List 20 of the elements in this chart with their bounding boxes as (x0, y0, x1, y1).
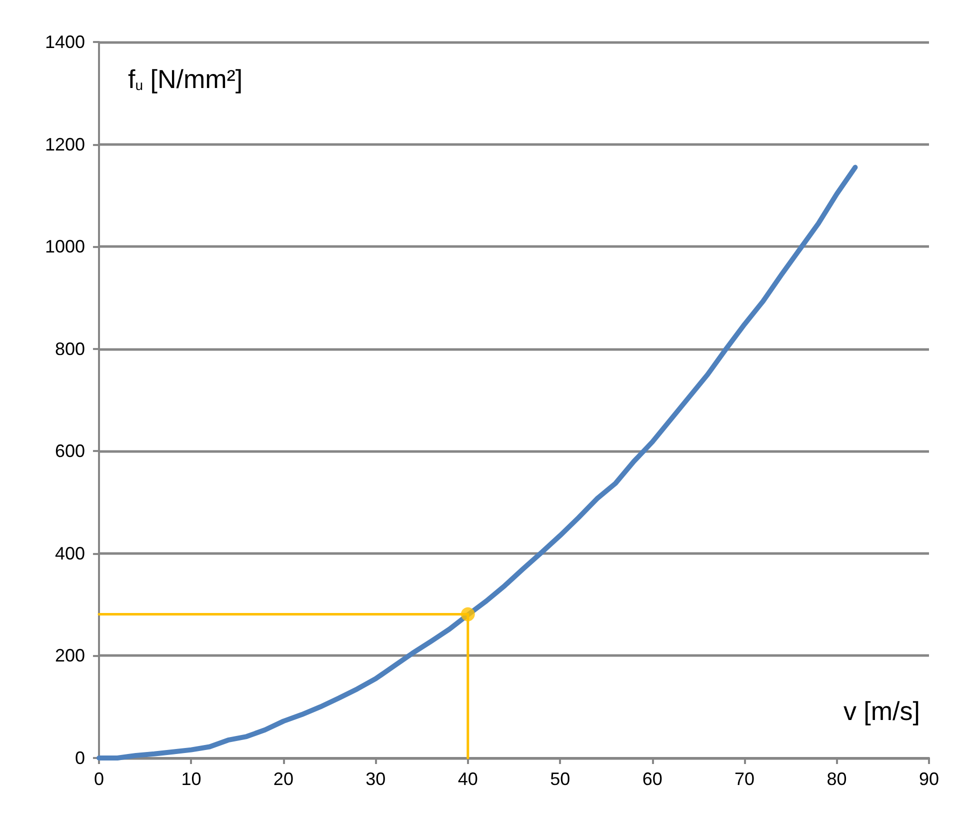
x-tick-label: 70 (734, 769, 755, 789)
x-tick-label: 60 (642, 769, 662, 789)
x-tick-label: 30 (366, 769, 386, 789)
x-tick-label: 50 (550, 769, 570, 789)
y-tick-label: 200 (54, 646, 85, 666)
x-axis-title: v [m/s] (843, 696, 920, 726)
x-tick-label: 90 (918, 769, 940, 789)
y-tick-label: 0 (74, 748, 85, 768)
y-tick-label: 1400 (44, 32, 85, 52)
x-tick-label: 20 (273, 769, 294, 789)
x-tick-label: 0 (94, 769, 104, 789)
y-tick-label: 600 (54, 441, 85, 462)
x-tick-label: 10 (181, 769, 202, 789)
x-tick-label: 80 (826, 769, 847, 789)
y-tick-label: 400 (54, 543, 85, 564)
x-tick-label: 40 (458, 769, 478, 789)
y-tick-label: 1000 (44, 236, 85, 257)
y-tick-label: 800 (54, 338, 85, 359)
y-axis-title: fu [N/mm²] (128, 64, 243, 94)
y-tick-label: 1200 (44, 134, 85, 154)
